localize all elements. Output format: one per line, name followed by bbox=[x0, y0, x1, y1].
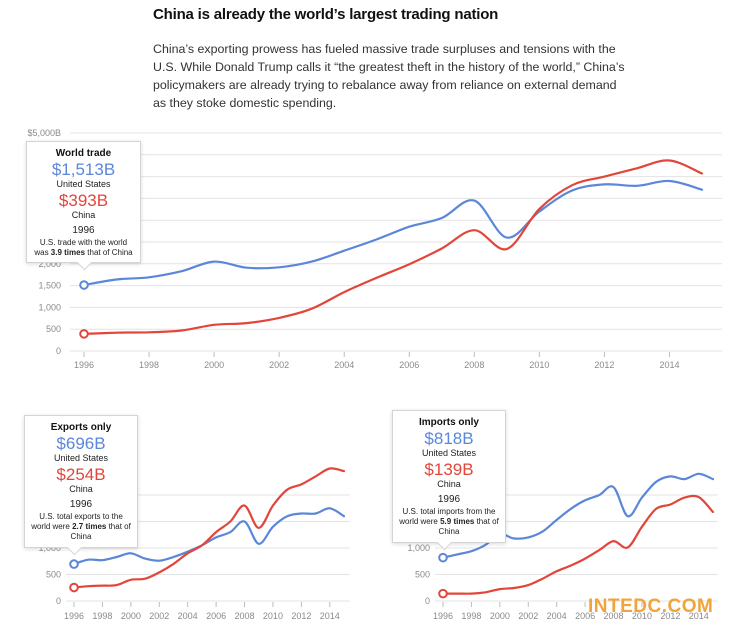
tooltip-year: 1996 bbox=[437, 494, 461, 505]
x-tick-label: 2002 bbox=[269, 360, 289, 370]
y-tick-label: 2,000 bbox=[38, 259, 61, 269]
description: China’s exporting prowess has fueled mas… bbox=[153, 42, 625, 110]
x-tick-label: 2008 bbox=[464, 360, 484, 370]
y-tick-label: 1,000 bbox=[38, 302, 61, 312]
x-tick-label: 2010 bbox=[263, 611, 283, 621]
x-tick-label: 2004 bbox=[178, 611, 198, 621]
x-tick-label: 2008 bbox=[235, 611, 255, 621]
x-tick-label: 2000 bbox=[490, 611, 510, 621]
tooltip-note: U.S. total exports to the world were 2.7… bbox=[31, 512, 131, 541]
y-tick-label: 1,000 bbox=[407, 543, 430, 553]
y-tick-label: 1,500 bbox=[38, 281, 61, 291]
x-tick-label: 2004 bbox=[547, 611, 567, 621]
tooltip-note: U.S. total imports from the world were 5… bbox=[399, 507, 499, 536]
y-tick-label: 500 bbox=[46, 570, 61, 580]
tooltip-china-label: China bbox=[437, 479, 461, 489]
x-tick-label: 1996 bbox=[74, 360, 94, 370]
series-line-us bbox=[82, 179, 704, 287]
data-point-us-1996 bbox=[438, 552, 448, 563]
x-tick-label: 2002 bbox=[518, 611, 538, 621]
x-tick-label: 1996 bbox=[433, 611, 453, 621]
x-tick-label: 2012 bbox=[594, 360, 614, 370]
x-tick-label: 2000 bbox=[204, 360, 224, 370]
tooltip-year: 1996 bbox=[69, 499, 93, 510]
data-point-china-1996 bbox=[438, 588, 448, 599]
y-tick-label: 0 bbox=[425, 596, 430, 606]
tooltip-china-label: China bbox=[71, 210, 96, 220]
tooltip-china-value: $254B bbox=[56, 465, 106, 484]
x-tick-label: 2010 bbox=[529, 360, 549, 370]
world-trade-tooltip: World trade $1,513B United States $393B … bbox=[26, 141, 141, 263]
tooltip-us-label: United States bbox=[56, 179, 111, 189]
data-point-us-1996 bbox=[79, 280, 89, 290]
tooltip-note: U.S. trade with the world was 3.9 times … bbox=[34, 238, 133, 257]
x-tick-label: 2006 bbox=[575, 611, 595, 621]
x-tick-label: 2014 bbox=[659, 360, 679, 370]
x-tick-label: 2000 bbox=[121, 611, 141, 621]
tooltip-us-label: United States bbox=[421, 448, 477, 458]
series-line-china bbox=[72, 467, 346, 589]
y-tick-label: 500 bbox=[415, 570, 430, 580]
series-line-china bbox=[441, 494, 715, 595]
x-tick-label: 1996 bbox=[64, 611, 84, 621]
tooltip-title: Exports only bbox=[50, 422, 112, 433]
tooltip-us-value: $818B bbox=[424, 429, 474, 448]
x-tick-label: 1998 bbox=[139, 360, 159, 370]
tooltip-us-label: United States bbox=[53, 453, 109, 463]
exports-tooltip: Exports only $696B United States $254B C… bbox=[24, 415, 138, 548]
x-tick-label: 2008 bbox=[604, 611, 624, 621]
x-tick-label: 1998 bbox=[92, 611, 112, 621]
series-line-us bbox=[72, 507, 346, 566]
x-tick-label: 1998 bbox=[461, 611, 481, 621]
series-line-us bbox=[441, 472, 715, 559]
y-tick-label: 0 bbox=[56, 346, 61, 356]
watermark-logo: INTEDC.COM bbox=[588, 596, 714, 617]
data-point-us-1996 bbox=[69, 559, 79, 569]
imports-tooltip: Imports only $818B United States $139B C… bbox=[392, 410, 506, 543]
x-tick-label: 2002 bbox=[149, 611, 169, 621]
x-tick-label: 2006 bbox=[399, 360, 419, 370]
y-tick-label: 0 bbox=[56, 596, 61, 606]
x-tick-label: 2014 bbox=[689, 611, 709, 621]
tooltip-us-value: $1,513B bbox=[51, 160, 116, 179]
x-tick-label: 2010 bbox=[632, 611, 652, 621]
tooltip-title: Imports only bbox=[418, 417, 479, 428]
x-tick-label: 2012 bbox=[660, 611, 680, 621]
tooltip-us-value: $696B bbox=[56, 434, 106, 453]
x-tick-label: 2006 bbox=[206, 611, 226, 621]
tooltip-china-value: $139B bbox=[424, 460, 474, 479]
data-point-china-1996 bbox=[69, 582, 79, 593]
x-tick-label: 2012 bbox=[291, 611, 311, 621]
y-tick-label: 500 bbox=[46, 324, 61, 334]
tooltip-china-label: China bbox=[69, 484, 93, 494]
x-tick-label: 2004 bbox=[334, 360, 354, 370]
tooltip-year: 1996 bbox=[72, 225, 95, 236]
tooltip-china-value: $393B bbox=[58, 191, 109, 210]
page-title: China is already the world’s largest tra… bbox=[153, 6, 499, 23]
x-tick-label: 2014 bbox=[320, 611, 340, 621]
y-tick-label: $5,000B bbox=[27, 128, 61, 138]
data-point-china-1996 bbox=[79, 329, 89, 339]
tooltip-title: World trade bbox=[55, 148, 112, 159]
y-tick-label: 1,000 bbox=[38, 543, 61, 553]
series-line-china bbox=[82, 159, 704, 335]
